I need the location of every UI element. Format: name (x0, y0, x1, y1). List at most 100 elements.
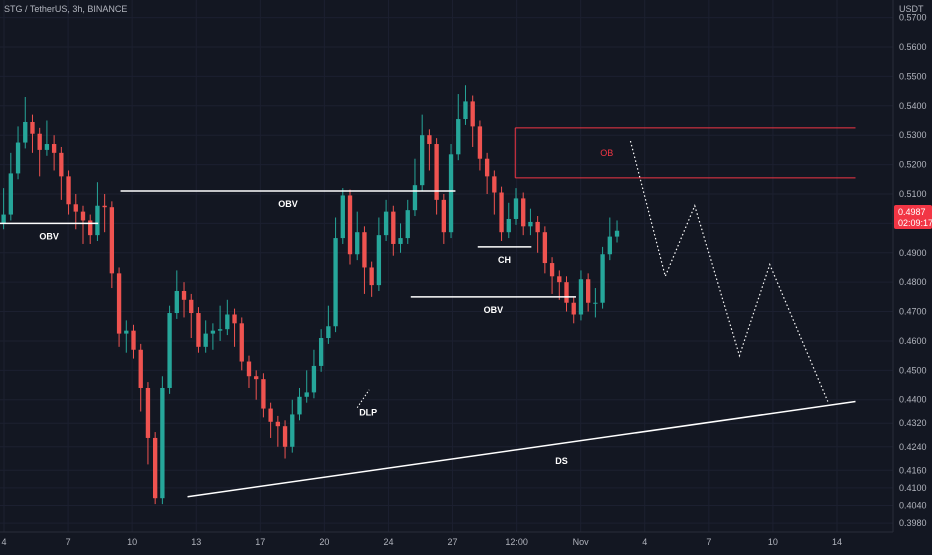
x-tick-label: 24 (383, 537, 393, 547)
candle-body (261, 379, 266, 409)
y-tick-label: 0.4040 (899, 501, 927, 511)
candle-body (528, 221, 533, 227)
y-tick-label: 0.4900 (899, 248, 927, 258)
x-tick-label: 10 (127, 537, 137, 547)
candle-body (398, 238, 403, 244)
y-tick-label: 0.5100 (899, 189, 927, 199)
y-tick-label: 0.4320 (899, 418, 927, 428)
candle-body (59, 152, 64, 177)
dlp-label: DLP (359, 408, 377, 418)
candle-body (484, 158, 490, 177)
x-tick-label: 14 (832, 537, 842, 547)
x-tick-label: 7 (706, 537, 711, 547)
candle-body (66, 176, 71, 205)
current-price-label: 0.4987 02:09:17 (894, 205, 932, 229)
candle-body (15, 142, 21, 174)
candle-body (542, 232, 548, 264)
candle-body (210, 330, 216, 334)
ds-label: DS (555, 456, 568, 466)
gridlines (0, 0, 893, 532)
candle-body (614, 230, 620, 237)
y-tick-label: 0.5300 (899, 130, 927, 140)
level-label: CH (498, 255, 511, 265)
candle-body (73, 204, 78, 212)
candle-body (304, 392, 309, 397)
chart-title: STG / TetherUS, 3h, BINANCE (4, 4, 127, 14)
annotations: OBV OBV OBV CH DLP OB DS (0, 127, 856, 498)
candle-body (160, 387, 165, 499)
ob-label: OB (600, 148, 613, 158)
candle-body (448, 154, 454, 233)
level-label: OBV (484, 305, 504, 315)
time-axis[interactable]: 4 7 10 13 17 20 24 27 12:00 Nov 4 7 10 14 (1, 537, 842, 547)
candle-body (80, 211, 86, 221)
candle-body (369, 267, 374, 286)
candle-body (167, 313, 172, 388)
x-tick-label: 17 (255, 537, 265, 547)
candle-body (470, 101, 475, 127)
candle-body (549, 263, 555, 277)
y-tick-label: 0.3980 (899, 518, 927, 528)
candle-body (593, 302, 598, 304)
candle-body (181, 290, 187, 300)
y-tick-label: 0.4700 (899, 307, 927, 317)
candle-body (383, 211, 389, 236)
candle-body (564, 282, 569, 303)
y-tick-label: 0.4600 (899, 336, 927, 346)
candle-body (203, 333, 208, 347)
candle-body (521, 198, 526, 227)
candle-body (333, 238, 338, 327)
level-label: OBV (39, 231, 59, 241)
candle-body (8, 173, 13, 215)
x-tick-label: 13 (191, 537, 201, 547)
x-tick-label: 12:00 (505, 537, 528, 547)
candle-body (456, 119, 461, 155)
candle-body (347, 195, 353, 255)
candle-body (145, 387, 151, 438)
price-countdown: 02:09:17 (898, 218, 932, 228)
candle-body (607, 236, 612, 255)
candle-body (109, 207, 115, 274)
candle-body (311, 365, 317, 393)
candle-body (275, 421, 281, 427)
ds-trendline (187, 400, 856, 498)
x-tick-label: Nov (573, 537, 590, 547)
candles (1, 85, 620, 505)
candle-body (571, 302, 576, 315)
candle-body (102, 205, 107, 208)
candle-body (1, 214, 6, 224)
candle-body (297, 396, 302, 415)
x-tick-label: 20 (319, 537, 329, 547)
candle-body (268, 408, 273, 422)
candle-body (152, 437, 158, 499)
candle-body (124, 330, 129, 334)
y-tick-label: 0.4500 (899, 365, 927, 375)
candle-body (477, 126, 483, 159)
y-tick-label: 0.4160 (899, 465, 927, 475)
candle-body (246, 361, 252, 377)
candle-body (51, 144, 57, 153)
candle-body (196, 313, 201, 347)
y-tick-label: 0.4800 (899, 277, 927, 287)
candle-body (376, 235, 382, 286)
y-axis-label: USDT (899, 4, 924, 14)
candle-body (585, 279, 591, 303)
candle-body (217, 329, 223, 331)
y-tick-label: 0.4400 (899, 395, 927, 405)
x-tick-label: 4 (642, 537, 647, 547)
candle-body (30, 121, 35, 134)
y-tick-label: 0.5500 (899, 71, 927, 81)
candle-body (37, 133, 42, 150)
x-tick-label: 4 (1, 537, 6, 547)
candle-body (88, 220, 93, 236)
candle-body (225, 314, 230, 330)
candle-body (535, 221, 540, 233)
y-tick-label: 0.5200 (899, 160, 927, 170)
y-tick-label: 0.5400 (899, 101, 927, 111)
candle-body (95, 205, 100, 236)
candle-body (391, 211, 396, 244)
candle-body (290, 414, 295, 447)
candle-body (492, 176, 497, 193)
